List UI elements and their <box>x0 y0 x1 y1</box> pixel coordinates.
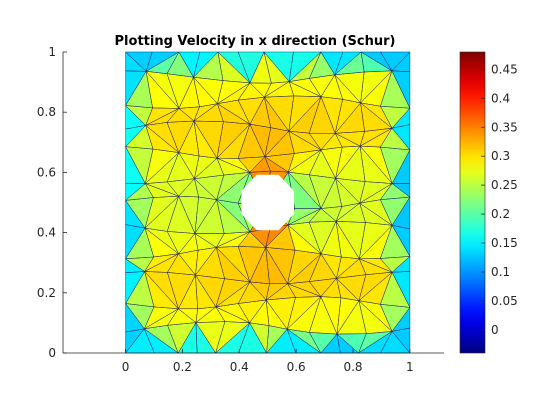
colorbar-scale <box>459 51 486 354</box>
y-axis-ticks: 0 0.2 0.4 0.6 0.8 1 <box>37 45 67 360</box>
y-tick-label: 0.4 <box>37 226 56 240</box>
y-tick-label: 0 <box>48 346 56 360</box>
mesh-triangle <box>145 51 180 72</box>
colorbar-tick-label: 0.35 <box>491 120 518 134</box>
axes: 0 0.2 0.4 0.6 0.8 1 0 0.2 0.4 0.6 0.8 1 <box>37 45 444 374</box>
colorbar-tick-label: 0.4 <box>491 91 510 105</box>
mesh-triangle <box>288 51 322 83</box>
colorbar-tick-label: 0 <box>491 323 499 337</box>
x-tick-label: 0.4 <box>230 360 249 374</box>
chart-title: Plotting Velocity in x direction (Schur) <box>115 34 396 49</box>
y-tick-label: 1 <box>48 45 56 59</box>
x-axis-ticks: 0 0.2 0.4 0.6 0.8 1 <box>122 349 414 374</box>
colorbar-tick-label: 0.3 <box>491 149 510 163</box>
colorbar-tick-label: 0.45 <box>491 62 518 76</box>
obstacle-hole <box>241 174 294 231</box>
colorbar: 0 0.05 0.1 0.15 0.2 0.25 0.3 0.35 0.4 0.45 <box>459 51 518 354</box>
y-tick-label: 0.2 <box>37 286 56 300</box>
mesh-triangle <box>237 51 265 84</box>
x-tick-label: 1 <box>406 360 414 374</box>
x-tick-label: 0.8 <box>343 360 362 374</box>
mesh-triangle <box>193 51 219 79</box>
colorbar-tick-label: 0.25 <box>491 178 518 192</box>
colorbar-tick-label: 0.2 <box>491 207 510 221</box>
y-tick-label: 0.6 <box>37 165 56 179</box>
mesh-triangle <box>380 51 411 72</box>
axis-lines <box>62 52 444 354</box>
y-tick-label: 0.8 <box>37 105 56 119</box>
colorbar-tick-label: 0.1 <box>491 265 510 279</box>
colorbar-tick-label: 0.15 <box>491 236 518 250</box>
colorbar-tick-label: 0.05 <box>491 294 518 308</box>
x-tick-label: 0.2 <box>173 360 192 374</box>
x-tick-label: 0 <box>122 360 130 374</box>
mesh-triangle <box>334 51 362 76</box>
x-tick-label: 0.6 <box>287 360 306 374</box>
colorbar-ticks: 0 0.05 0.1 0.15 0.2 0.25 0.3 0.35 0.4 0.45 <box>481 62 518 337</box>
